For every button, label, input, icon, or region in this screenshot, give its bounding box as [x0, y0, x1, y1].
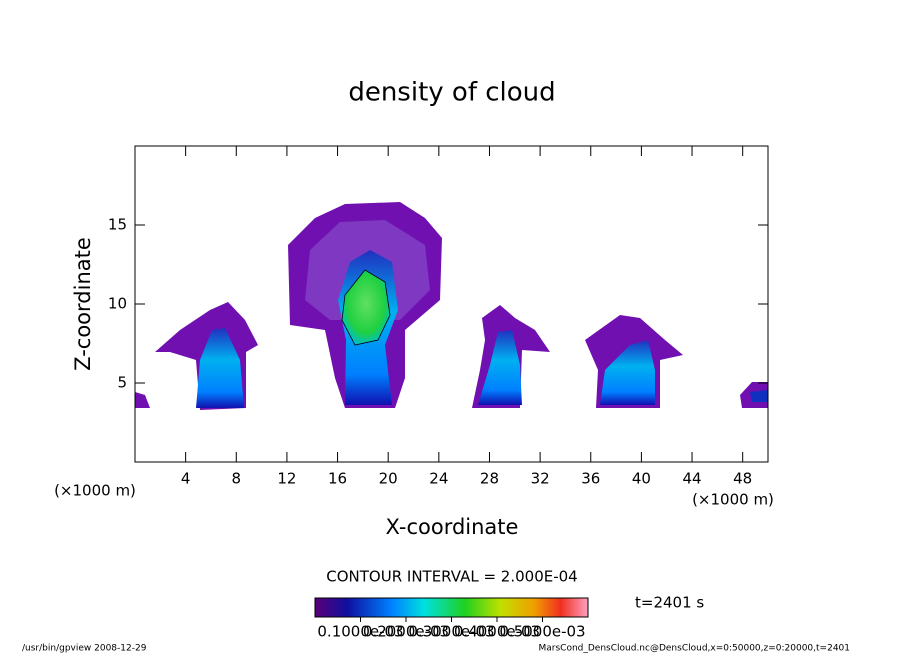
time-label: t=2401 s: [635, 594, 704, 612]
x-tick-label: 44: [682, 470, 701, 488]
x-unit: (×1000 m): [54, 482, 136, 500]
clouds: [135, 202, 768, 410]
x-tick-label: 24: [429, 470, 448, 488]
y-axis-title: Z-coordinate: [71, 237, 95, 371]
x-tick-label: 32: [531, 470, 550, 488]
x-tick-label: 40: [632, 470, 651, 488]
x-tick-label: 4: [181, 470, 191, 488]
y-tick-label: 10: [108, 295, 127, 313]
x-tick-label: 16: [328, 470, 347, 488]
footer: MarsCond_DensCloud.nc@DensCloud,x=0:5000…: [539, 644, 851, 654]
cloud-core: [196, 328, 244, 408]
x-tick-label: 48: [733, 470, 752, 488]
cloud-core: [341, 269, 391, 346]
colorbar-label: 0.3000e-03: [408, 623, 494, 641]
plot-frame: [134, 145, 769, 463]
footer: /usr/bin/gpview 2008-12-29: [22, 644, 147, 654]
colorbar: [314, 597, 589, 618]
x-unit: (×1000 m): [692, 491, 774, 509]
x-tick-label: 12: [277, 470, 296, 488]
colorbar-label: 0.4000e-03: [454, 623, 540, 641]
cloud-core: [750, 390, 768, 402]
chart-title: density of cloud: [348, 78, 555, 108]
x-tick-label: 28: [480, 470, 499, 488]
x-axis-title: X-coordinate: [386, 515, 519, 539]
x-tick-label: 20: [379, 470, 398, 488]
y-tick-label: 5: [117, 374, 127, 392]
cloud-core: [600, 340, 655, 405]
cloud: [135, 392, 150, 408]
x-tick-label: 8: [232, 470, 242, 488]
y-tick-label: 15: [108, 216, 127, 234]
cloud-core: [478, 330, 522, 405]
contour-interval: CONTOUR INTERVAL = 2.000E-04: [326, 568, 577, 586]
colorbar-label: 0.5000e-03: [499, 623, 585, 641]
colorbar-label: 0.2000e-03: [363, 623, 449, 641]
colorbar-label: 0.1000e-03: [317, 623, 403, 641]
x-tick-label: 36: [581, 470, 600, 488]
